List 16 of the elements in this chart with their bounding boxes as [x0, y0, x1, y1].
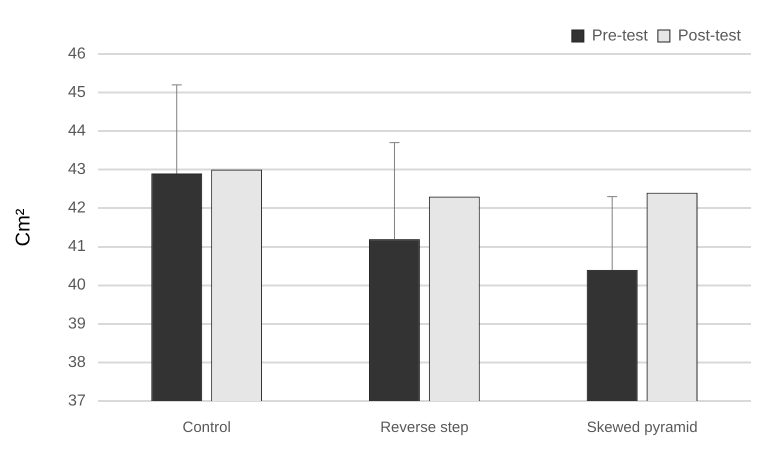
- y-tick-label: 43: [68, 161, 86, 178]
- y-tick-label: 46: [68, 45, 86, 62]
- x-tick-label: Control: [182, 419, 231, 436]
- legend-label: Pre-test: [592, 27, 648, 44]
- x-tick-label: Skewed pyramid: [586, 419, 698, 436]
- y-tick-label: 38: [68, 354, 86, 371]
- y-tick-label: 44: [68, 122, 86, 140]
- y-tick-label: 37: [68, 392, 86, 410]
- y-tick-label: 41: [68, 238, 86, 256]
- y-tick-label: 39: [68, 315, 86, 332]
- y-tick-label: 42: [68, 200, 86, 217]
- y-axis-title: Cm²: [12, 208, 35, 246]
- y-tick-label: 40: [68, 276, 86, 294]
- x-tick-label: Reverse step: [380, 419, 469, 436]
- y-tick-label: 45: [68, 84, 86, 101]
- legend-label: Post-test: [678, 27, 742, 44]
